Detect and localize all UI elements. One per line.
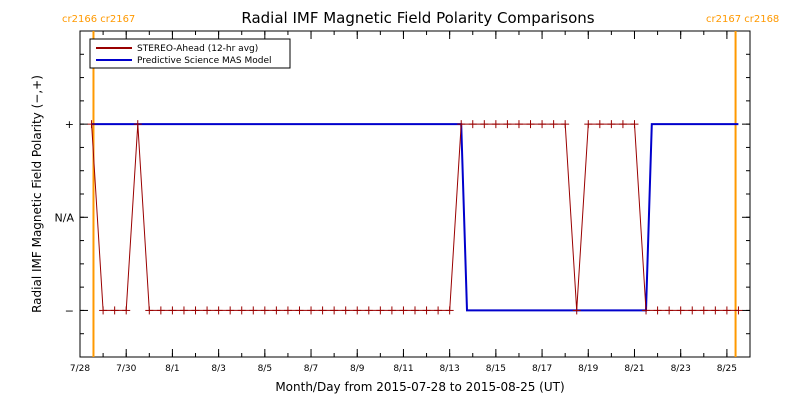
legend-label-model: Predictive Science MAS Model <box>137 56 272 66</box>
stereo-point <box>514 120 523 129</box>
stereo-point <box>665 306 674 315</box>
carrington-markers: cr2166 cr2167 cr2167 cr2168 <box>62 14 779 357</box>
stereo-point <box>445 306 454 315</box>
stereo-point <box>168 306 177 315</box>
chart-title: Radial IMF Magnetic Field Polarity Compa… <box>241 9 594 27</box>
stereo-point <box>699 306 708 315</box>
x-tick-label: 8/5 <box>258 364 272 374</box>
stereo-point <box>722 306 731 315</box>
stereo-point <box>572 306 581 315</box>
stereo-point <box>341 306 350 315</box>
stereo-point <box>503 120 512 129</box>
stereo-point <box>630 120 639 129</box>
y-axis-ticks: + N/A − <box>55 30 750 358</box>
stereo-point <box>110 306 119 315</box>
y-axis-label: Radial IMF Magnetic Field Polarity (−,+) <box>30 75 44 313</box>
stereo-point <box>711 306 720 315</box>
stereo-point <box>595 120 604 129</box>
stereo-point <box>584 120 593 129</box>
stereo-point <box>260 306 269 315</box>
x-tick-label: 8/17 <box>532 364 552 374</box>
x-tick-label: 8/11 <box>393 364 413 374</box>
stereo-point <box>399 306 408 315</box>
stereo-point <box>734 306 743 315</box>
stereo-point <box>133 120 142 129</box>
data-series <box>87 120 743 315</box>
stereo-point <box>272 306 281 315</box>
stereo-point <box>364 306 373 315</box>
stereo-point <box>653 306 662 315</box>
stereo-point <box>561 120 570 129</box>
stereo-point <box>145 306 154 315</box>
stereo-point <box>156 306 165 315</box>
stereo-point <box>237 306 246 315</box>
stereo-point <box>422 306 431 315</box>
x-tick-label: 8/23 <box>671 364 691 374</box>
stereo-point <box>226 306 235 315</box>
stereo-point <box>214 306 223 315</box>
y-tick-label: − <box>65 304 74 317</box>
stereo-point <box>307 306 316 315</box>
stereo-point <box>642 306 651 315</box>
stereo-point <box>491 120 500 129</box>
stereo-point <box>688 306 697 315</box>
stereo-point <box>295 306 304 315</box>
stereo-point <box>353 306 362 315</box>
stereo-point <box>318 306 327 315</box>
cr-marker-label: cr2166 cr2167 <box>62 14 135 25</box>
x-tick-label: 8/13 <box>440 364 460 374</box>
chart-legend: STEREO-Ahead (12-hr avg) Predictive Scie… <box>89 38 291 69</box>
stereo-point <box>538 120 547 129</box>
x-tick-label: 7/30 <box>116 364 136 374</box>
stereo-point <box>203 306 212 315</box>
stereo-point <box>480 120 489 129</box>
x-tick-label: 8/25 <box>717 364 737 374</box>
stereo-point <box>676 306 685 315</box>
y-tick-label: + <box>65 118 74 131</box>
stereo-point <box>99 306 108 315</box>
stereo-point <box>526 120 535 129</box>
x-tick-label: 8/21 <box>624 364 644 374</box>
stereo-point <box>468 120 477 129</box>
legend-box <box>89 38 291 69</box>
series-line-model <box>91 123 739 312</box>
stereo-point <box>87 120 96 129</box>
y-tick-label: N/A <box>55 211 75 224</box>
x-axis-ticks: 7/28 7/30 8/1 8/3 8/5 8/7 8/9 8/11 8/13 8/15 8/17 8… <box>70 31 751 374</box>
stereo-point <box>411 306 419 315</box>
stereo-point <box>376 306 385 315</box>
stereo-point <box>179 306 188 315</box>
stereo-point <box>283 306 292 315</box>
stereo-point <box>330 306 339 315</box>
x-tick-label: 7/28 <box>70 364 90 374</box>
stereo-point <box>549 120 558 129</box>
x-tick-label: 8/19 <box>578 364 598 374</box>
stereo-point <box>434 306 443 315</box>
x-tick-label: 8/7 <box>304 364 318 374</box>
x-tick-label: 8/15 <box>486 364 506 374</box>
stereo-point <box>249 306 258 315</box>
x-tick-label: 8/1 <box>165 364 179 374</box>
stereo-point <box>387 306 396 315</box>
stereo-point <box>122 306 131 315</box>
x-tick-label: 8/9 <box>350 364 365 374</box>
cr-marker-label: cr2167 cr2168 <box>706 14 779 25</box>
x-tick-label: 8/3 <box>211 364 225 374</box>
stereo-point <box>618 120 627 129</box>
legend-label-stereo: STEREO-Ahead (12-hr avg) <box>137 44 258 54</box>
stereo-point <box>457 120 466 129</box>
stereo-point <box>191 306 200 315</box>
stereo-point <box>607 120 616 129</box>
x-axis-label: Month/Day from 2015-07-28 to 2015-08-25 … <box>275 380 564 394</box>
